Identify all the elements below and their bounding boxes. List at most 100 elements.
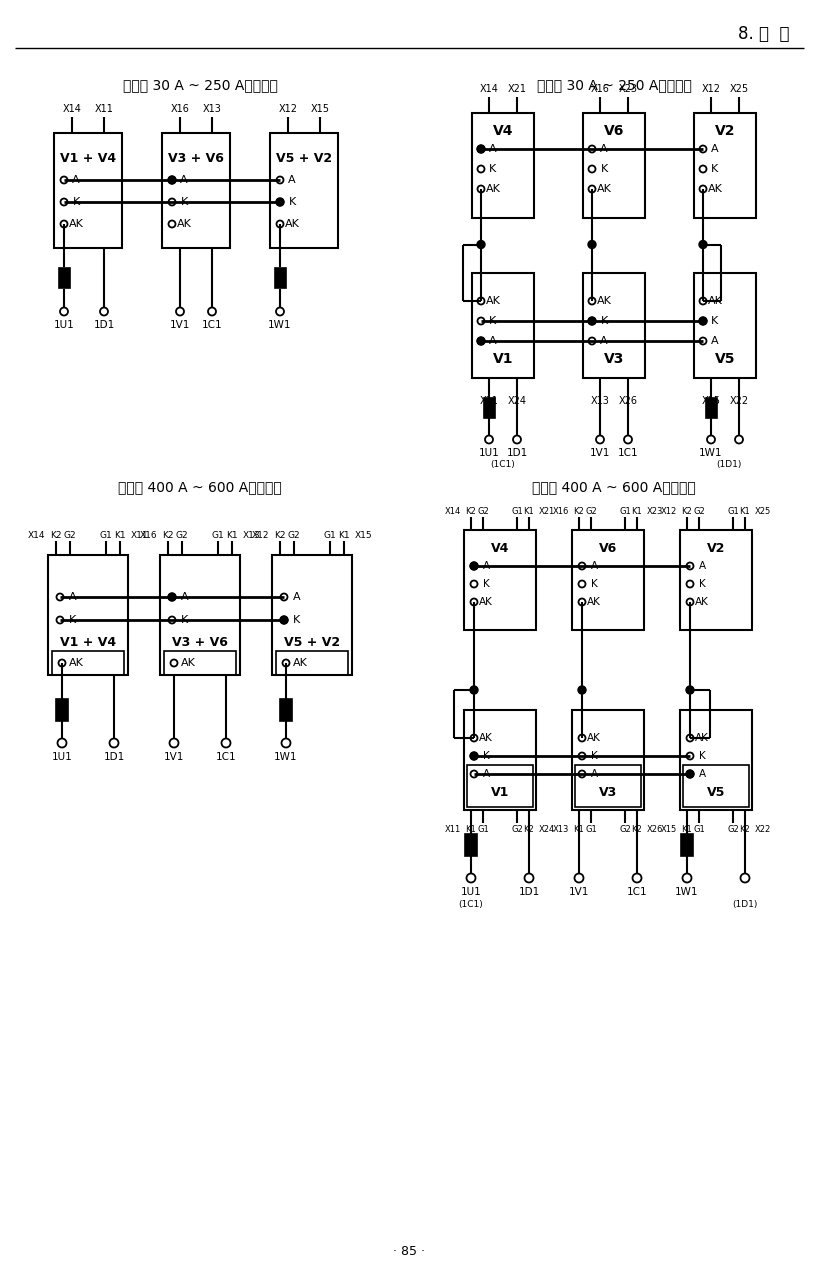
Text: A: A	[590, 561, 598, 571]
Text: 1C1: 1C1	[215, 751, 237, 762]
Text: K1: K1	[740, 507, 750, 516]
Text: 整流器 400 A ~ 600 A，四象限: 整流器 400 A ~ 600 A，四象限	[532, 480, 696, 494]
Text: K2: K2	[466, 507, 477, 516]
Text: K: K	[482, 751, 490, 762]
Circle shape	[470, 686, 478, 694]
Text: 1U1: 1U1	[53, 320, 75, 329]
Text: 1D1: 1D1	[506, 448, 527, 458]
Bar	[472, 273, 534, 378]
Circle shape	[470, 751, 478, 760]
Text: V3: V3	[599, 786, 618, 799]
Bar	[680, 710, 752, 810]
Text: K: K	[600, 164, 608, 174]
Text: K2: K2	[631, 826, 642, 835]
Text: K: K	[590, 579, 597, 589]
Text: A: A	[482, 561, 490, 571]
Bar	[276, 652, 348, 675]
Bar	[464, 710, 536, 810]
Bar	[162, 133, 230, 247]
Bar	[683, 765, 749, 806]
Text: X16: X16	[553, 507, 569, 516]
Text: X13: X13	[243, 530, 260, 539]
Text: AK: AK	[587, 733, 601, 742]
Text: AK: AK	[708, 184, 722, 195]
Bar	[274, 268, 286, 288]
Bar	[56, 699, 68, 721]
Circle shape	[588, 241, 596, 248]
Text: X22: X22	[730, 396, 749, 406]
Bar	[472, 113, 534, 218]
Text: G2: G2	[64, 530, 76, 539]
Text: G1: G1	[619, 507, 631, 516]
Bar	[575, 765, 641, 806]
Text: X12: X12	[251, 530, 269, 539]
Text: K: K	[699, 579, 705, 589]
Text: G1: G1	[211, 530, 224, 539]
Text: A: A	[489, 335, 497, 346]
Text: K: K	[288, 197, 296, 207]
Text: · 85 ·: · 85 ·	[393, 1245, 425, 1258]
Text: G2: G2	[727, 826, 739, 835]
Text: K1: K1	[226, 530, 238, 539]
Text: X21: X21	[508, 84, 527, 95]
Bar	[160, 556, 240, 675]
Text: K2: K2	[523, 826, 534, 835]
Text: V1: V1	[493, 352, 514, 366]
Bar	[583, 113, 645, 218]
Text: X16: X16	[590, 84, 609, 95]
Text: 1D1: 1D1	[103, 751, 124, 762]
Bar	[694, 113, 756, 218]
Text: AK: AK	[587, 596, 601, 607]
Text: X16: X16	[170, 105, 189, 114]
Text: AK: AK	[596, 184, 612, 195]
Text: G1: G1	[477, 826, 489, 835]
Text: A: A	[600, 143, 608, 154]
Bar	[52, 652, 124, 675]
Text: V4: V4	[493, 124, 514, 138]
Text: V4: V4	[491, 541, 509, 554]
Text: A: A	[711, 335, 719, 346]
Text: K2: K2	[740, 826, 750, 835]
Text: X13: X13	[590, 396, 609, 406]
Text: K: K	[699, 751, 705, 762]
Text: K2: K2	[50, 530, 61, 539]
Text: G2: G2	[176, 530, 188, 539]
Text: AK: AK	[284, 219, 300, 229]
Text: X22: X22	[755, 826, 771, 835]
Circle shape	[699, 241, 707, 248]
Text: V1 + V4: V1 + V4	[60, 636, 116, 649]
Text: G2: G2	[477, 507, 489, 516]
Text: X11: X11	[445, 826, 461, 835]
Text: X15: X15	[310, 105, 329, 114]
Text: X25: X25	[730, 84, 749, 95]
Text: 1C1: 1C1	[201, 320, 222, 329]
Circle shape	[477, 337, 485, 346]
Text: X14: X14	[62, 105, 81, 114]
Text: AK: AK	[479, 733, 493, 742]
Text: G1: G1	[585, 826, 597, 835]
Text: V2: V2	[707, 541, 725, 554]
Text: A: A	[293, 591, 301, 602]
Text: 8. 操  作: 8. 操 作	[739, 26, 790, 44]
Text: X21: X21	[539, 507, 555, 516]
Text: AK: AK	[695, 733, 709, 742]
Text: X24: X24	[539, 826, 555, 835]
Circle shape	[470, 562, 478, 570]
Text: K: K	[181, 614, 188, 625]
Text: 1V1: 1V1	[569, 887, 589, 897]
Text: X24: X24	[508, 396, 527, 406]
Text: X23: X23	[647, 507, 663, 516]
Text: G2: G2	[619, 826, 631, 835]
Circle shape	[477, 145, 485, 154]
Text: 1U1: 1U1	[460, 887, 482, 897]
Text: X11: X11	[480, 396, 499, 406]
Text: A: A	[600, 335, 608, 346]
Circle shape	[686, 771, 694, 778]
Text: X12: X12	[278, 105, 297, 114]
Text: A: A	[180, 175, 188, 186]
Text: X23: X23	[618, 84, 637, 95]
Text: X15: X15	[355, 530, 373, 539]
Text: AK: AK	[479, 596, 493, 607]
Text: (1C1): (1C1)	[459, 900, 483, 909]
Text: K: K	[482, 579, 490, 589]
